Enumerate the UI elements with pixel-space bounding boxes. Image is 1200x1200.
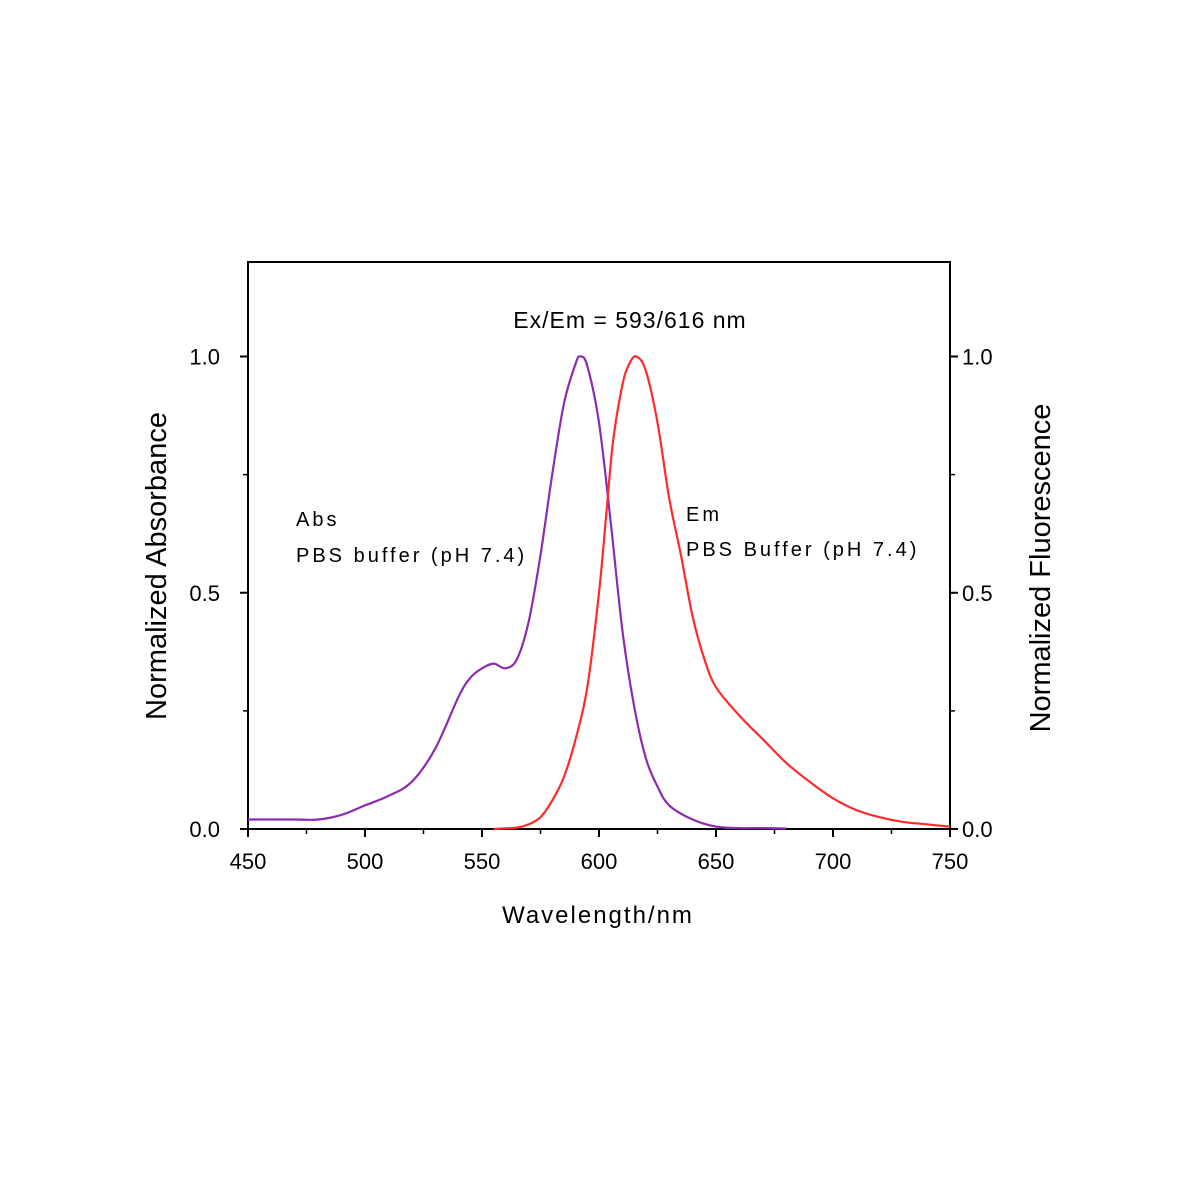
x-axis-label: Wavelength/nm <box>502 902 694 929</box>
chart-title: Ex/Em = 593/616 nm <box>513 307 746 333</box>
right-y-tick-label: 1.0 <box>962 345 993 370</box>
x-axis-ticks: 450 500 550 600 650 700 750 <box>230 829 969 874</box>
right-y-tick-label: 0.5 <box>962 581 993 606</box>
series-layer <box>248 355 951 831</box>
em-series-line <box>493 355 951 831</box>
abs-series-line <box>248 355 787 830</box>
right-y-tick-label: 0.0 <box>962 817 993 842</box>
abs-buffer-label: PBS buffer (pH 7.4) <box>296 545 527 567</box>
em-label: Em <box>686 504 722 526</box>
x-tick-label: 550 <box>464 849 501 874</box>
x-tick-label: 500 <box>347 849 384 874</box>
x-tick-label: 650 <box>698 849 735 874</box>
left-y-axis-ticks: 0.0 0.5 1.0 <box>189 345 248 842</box>
em-buffer-label: PBS Buffer (pH 7.4) <box>686 539 919 561</box>
right-y-axis-ticks: 0.0 0.5 1.0 <box>950 345 993 842</box>
x-tick-label: 600 <box>581 849 618 874</box>
x-tick-label: 450 <box>230 849 267 874</box>
left-y-tick-label: 0.5 <box>189 581 220 606</box>
left-y-tick-label: 1.0 <box>189 345 220 370</box>
left-y-tick-label: 0.0 <box>189 817 220 842</box>
abs-label: Abs <box>296 509 339 531</box>
left-y-axis-label: Normalized Absorbance <box>141 412 173 720</box>
right-y-axis-label: Normalized Fluorescence <box>1025 404 1057 733</box>
x-tick-label: 750 <box>932 849 969 874</box>
x-tick-label: 700 <box>815 849 852 874</box>
